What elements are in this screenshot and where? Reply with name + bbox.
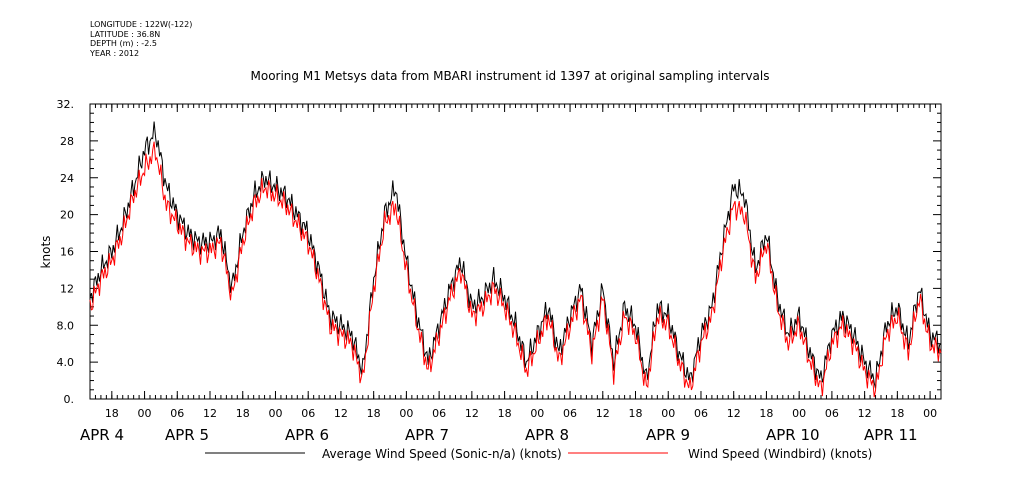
y-tick-label: 8.0 <box>57 319 75 332</box>
x-tick-label: 00 <box>530 407 544 420</box>
series-group <box>89 121 942 398</box>
x-tick-label: 18 <box>890 407 904 420</box>
y-tick-label: 4.0 <box>57 356 75 369</box>
x-tick-label: 00 <box>138 407 152 420</box>
x-tick-label: 00 <box>923 407 937 420</box>
x-tick-label: 06 <box>170 407 184 420</box>
x-tick-label: 00 <box>399 407 413 420</box>
day-label: APR 5 <box>165 426 209 444</box>
depth-text: DEPTH (m) : -2.5 <box>90 39 157 48</box>
x-tick-label: 00 <box>268 407 282 420</box>
day-label: APR 11 <box>864 426 918 444</box>
axis-ticks: 0. 4.0 8.0 12 16 20 24 28 32. 18 00 06 12 18 00 06 12 18 0… <box>57 98 942 444</box>
x-tick-label: 12 <box>465 407 479 420</box>
day-label: APR 8 <box>525 426 569 444</box>
x-tick-label: 12 <box>596 407 610 420</box>
x-tick-label: 12 <box>858 407 872 420</box>
latitude-text: LATITUDE : 36.8N <box>90 29 161 39</box>
y-tick-label: 12 <box>60 282 74 295</box>
x-tick-label: 18 <box>367 407 381 420</box>
y-tick-label: 28 <box>60 135 74 148</box>
x-tick-label: 06 <box>825 407 839 420</box>
y-tick-label: 20 <box>60 209 74 222</box>
y-tick-label: 32. <box>57 98 75 111</box>
x-tick-label: 18 <box>498 407 512 420</box>
series-line-sonic <box>89 121 942 389</box>
x-tick-label: 12 <box>727 407 741 420</box>
x-tick-label: 06 <box>694 407 708 420</box>
y-tick-label: 24 <box>60 172 74 185</box>
y-tick-label: 16 <box>60 246 74 259</box>
y-axis-label: knots <box>39 236 53 269</box>
day-label: APR 10 <box>766 426 820 444</box>
x-tick-label: 18 <box>105 407 119 420</box>
x-tick-label: 18 <box>629 407 643 420</box>
metadata-block: LONGITUDE : 122W(-122) LATITUDE : 36.8N … <box>90 20 192 58</box>
x-tick-label: 06 <box>301 407 315 420</box>
x-tick-label: 18 <box>759 407 773 420</box>
longitude-text: LONGITUDE : 122W(-122) <box>90 20 193 29</box>
legend-label-windbird: Wind Speed (Windbird) (knots) <box>688 447 872 461</box>
x-tick-label: 00 <box>661 407 675 420</box>
x-tick-label: 00 <box>792 407 806 420</box>
x-tick-label: 12 <box>334 407 348 420</box>
x-tick-label: 18 <box>236 407 250 420</box>
chart-title: Mooring M1 Metsys data from MBARI instru… <box>251 69 770 83</box>
y-tick-label: 0. <box>64 393 75 406</box>
day-label: APR 4 <box>80 426 124 444</box>
year-text: YEAR : 2012 <box>90 48 140 58</box>
x-tick-label: 06 <box>563 407 577 420</box>
legend-label-sonic: Average Wind Speed (Sonic-n/a) (knots) <box>322 447 562 461</box>
series-line-windbird <box>89 141 942 398</box>
day-label: APR 9 <box>646 426 690 444</box>
day-label: APR 6 <box>285 426 329 444</box>
day-label: APR 7 <box>405 426 449 444</box>
x-tick-label: 06 <box>432 407 446 420</box>
x-tick-label: 12 <box>203 407 217 420</box>
